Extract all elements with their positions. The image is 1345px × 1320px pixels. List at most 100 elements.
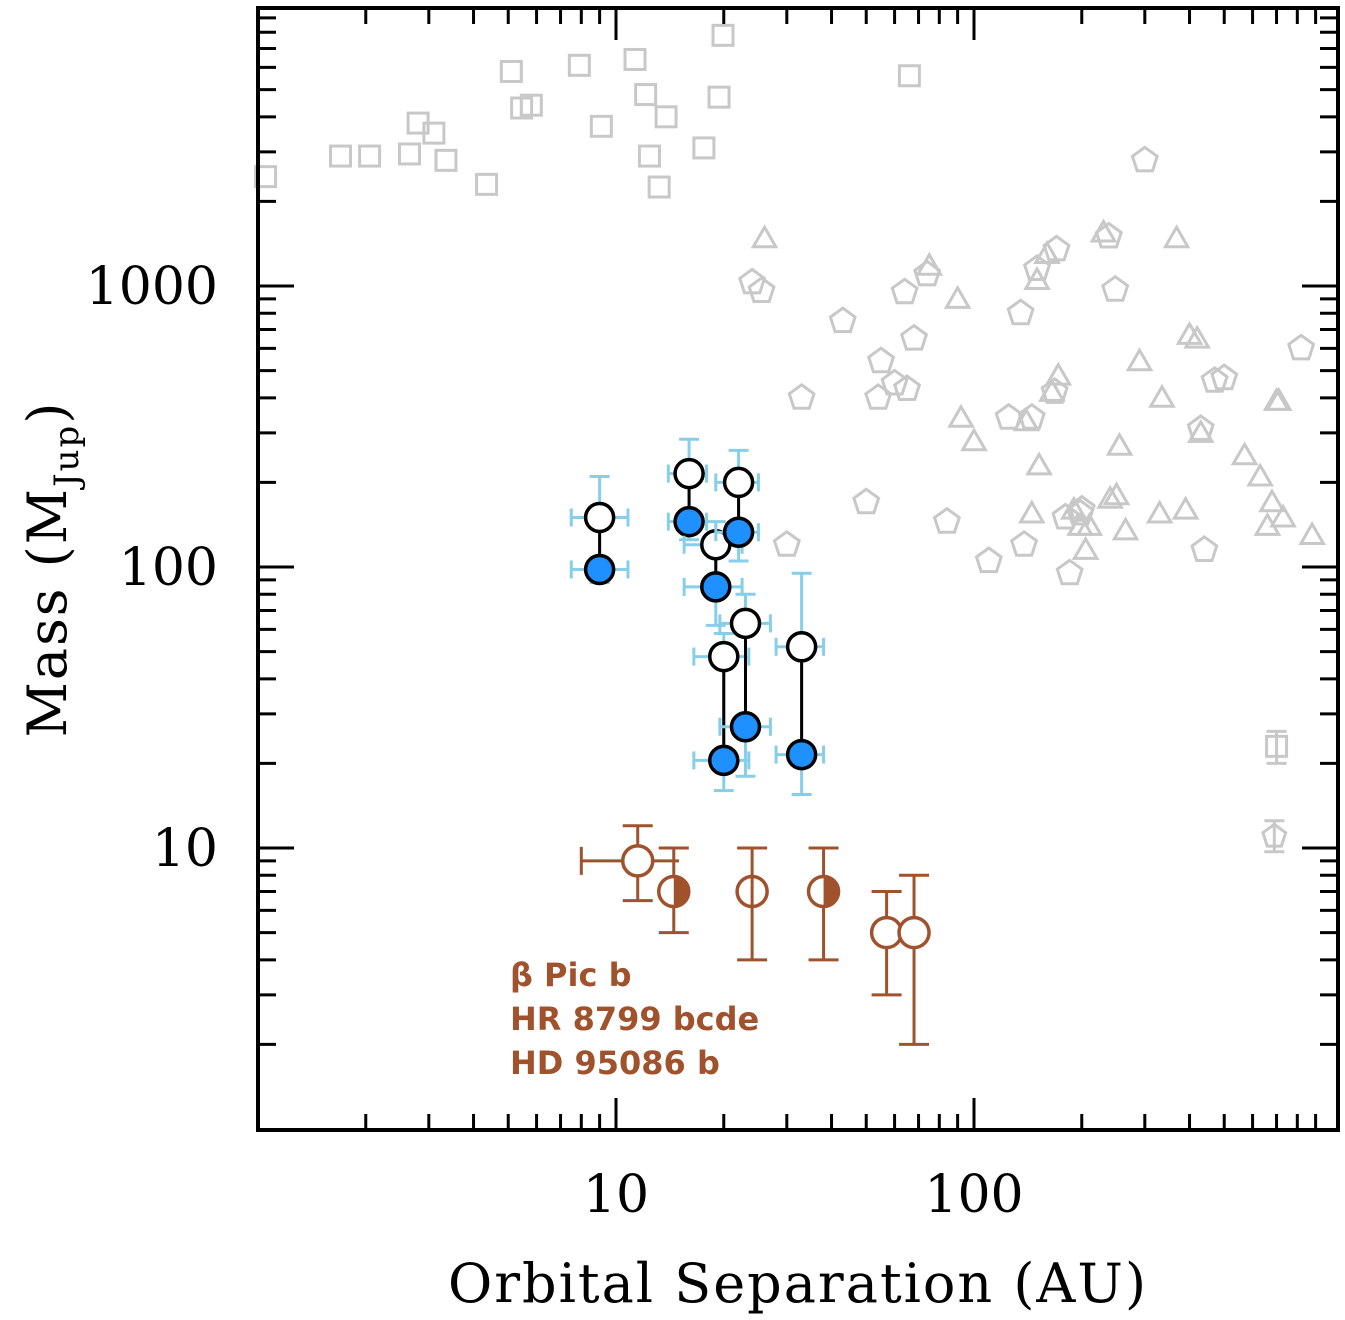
triangle-marker xyxy=(1075,511,1104,536)
filled-circle-marker xyxy=(583,553,616,586)
triangle-marker xyxy=(1059,495,1088,520)
pentagon-marker xyxy=(890,277,919,305)
open-circle-marker xyxy=(729,607,762,640)
square-marker xyxy=(254,165,278,189)
brown-circle-marker xyxy=(620,844,655,878)
triangle-marker xyxy=(1017,499,1046,524)
pentagon-marker xyxy=(828,306,857,334)
pentagon-marker xyxy=(1055,558,1084,586)
square-marker xyxy=(567,53,591,77)
square-marker xyxy=(475,172,499,196)
square-marker xyxy=(692,136,716,160)
open-circle-marker xyxy=(583,501,616,534)
triangle-marker xyxy=(1186,418,1215,443)
pentagon-marker xyxy=(899,323,929,351)
pentagon-marker xyxy=(1040,377,1069,404)
triangle-marker xyxy=(750,224,779,249)
square-marker xyxy=(623,47,647,71)
open-circle-marker xyxy=(673,457,705,490)
pentagon-marker xyxy=(1287,333,1316,361)
triangle-marker xyxy=(947,403,975,428)
triangle-marker xyxy=(1148,383,1176,408)
x-tick-label: 10 xyxy=(583,1165,649,1225)
y-axis-title-sub: Jup xyxy=(47,424,87,490)
pentagon-marker xyxy=(892,374,922,401)
gray-markers-layer xyxy=(254,23,1327,854)
triangle-marker xyxy=(1111,516,1140,541)
brown-half-fill xyxy=(823,876,839,907)
y-tick-label: 1000 xyxy=(86,257,218,317)
y-axis-title: Mass (MJup) xyxy=(16,401,87,738)
pentagon-marker xyxy=(1200,365,1229,393)
plot-frame xyxy=(256,6,1340,1132)
square-marker xyxy=(654,105,678,129)
open-circle-marker xyxy=(722,466,755,499)
blue-pairs-layer xyxy=(569,437,826,797)
pentagon-marker xyxy=(787,382,816,410)
brown-circle-marker xyxy=(897,915,931,950)
x-tick-label: 100 xyxy=(924,1165,1023,1225)
pentagon-marker xyxy=(1186,414,1215,441)
y-axis-title-main: Mass (M xyxy=(16,487,79,737)
pentagon-marker xyxy=(1101,274,1130,302)
pentagon-marker xyxy=(1017,402,1046,430)
triangle-marker xyxy=(1264,386,1293,411)
square-marker xyxy=(398,142,422,166)
square-marker xyxy=(897,64,921,88)
square-marker xyxy=(707,85,731,109)
triangle-marker xyxy=(1125,347,1154,372)
triangle-marker xyxy=(1096,484,1125,509)
triangle-marker xyxy=(1025,451,1054,476)
triangle-marker xyxy=(1298,520,1327,545)
triangle-marker xyxy=(1183,324,1212,349)
square-marker xyxy=(358,144,382,168)
triangle-marker xyxy=(1230,441,1259,466)
square-marker xyxy=(647,175,671,199)
y-axis-title-close: ) xyxy=(16,401,79,424)
pentagon-marker xyxy=(864,382,893,410)
pentagon-marker xyxy=(974,546,1003,574)
triangle-marker xyxy=(1102,481,1131,506)
square-marker xyxy=(434,148,458,172)
triangle-marker xyxy=(1258,488,1286,513)
pentagon-marker xyxy=(1009,529,1039,557)
annotation-hr-8799: HR 8799 bcde xyxy=(510,1000,759,1038)
square-marker xyxy=(711,23,735,47)
square-marker xyxy=(634,83,658,107)
triangle-marker xyxy=(943,284,972,309)
square-marker xyxy=(422,121,446,145)
triangle-marker xyxy=(1023,265,1051,290)
brown-half-fill xyxy=(673,876,689,907)
pentagon-marker xyxy=(1051,502,1080,530)
pentagon-marker xyxy=(1006,298,1035,326)
pentagon-marker xyxy=(1210,363,1239,391)
triangle-marker xyxy=(915,251,944,276)
pentagon-marker xyxy=(1190,535,1219,562)
pentagon-marker xyxy=(866,346,896,374)
open-circle-marker xyxy=(785,631,818,663)
annotation-beta-pic: β Pic b xyxy=(510,956,631,994)
triangle-marker xyxy=(1044,361,1073,386)
filled-circle-marker xyxy=(729,711,762,743)
pentagon-marker xyxy=(1261,822,1288,848)
pentagon-marker xyxy=(772,529,801,557)
triangle-marker xyxy=(1105,431,1134,456)
pentagon-marker xyxy=(880,368,909,396)
y-tick-label: 100 xyxy=(119,538,218,598)
annotation-hd-95086: HD 95086 b xyxy=(510,1044,720,1082)
triangle-marker xyxy=(1071,535,1100,560)
brown-points-layer xyxy=(579,824,931,1046)
pentagon-marker xyxy=(932,506,962,534)
pentagon-marker xyxy=(747,276,776,303)
triangle-marker xyxy=(960,427,988,452)
square-marker xyxy=(329,144,353,168)
pentagon-marker xyxy=(1130,145,1159,173)
x-axis-title: Orbital Separation (AU) xyxy=(448,1252,1148,1315)
filled-circle-marker xyxy=(700,571,732,603)
square-marker xyxy=(637,144,661,168)
y-tick-label: 10 xyxy=(152,819,218,879)
filled-circle-marker xyxy=(785,738,818,771)
filled-circle-marker xyxy=(722,516,755,548)
square-marker xyxy=(589,114,613,138)
